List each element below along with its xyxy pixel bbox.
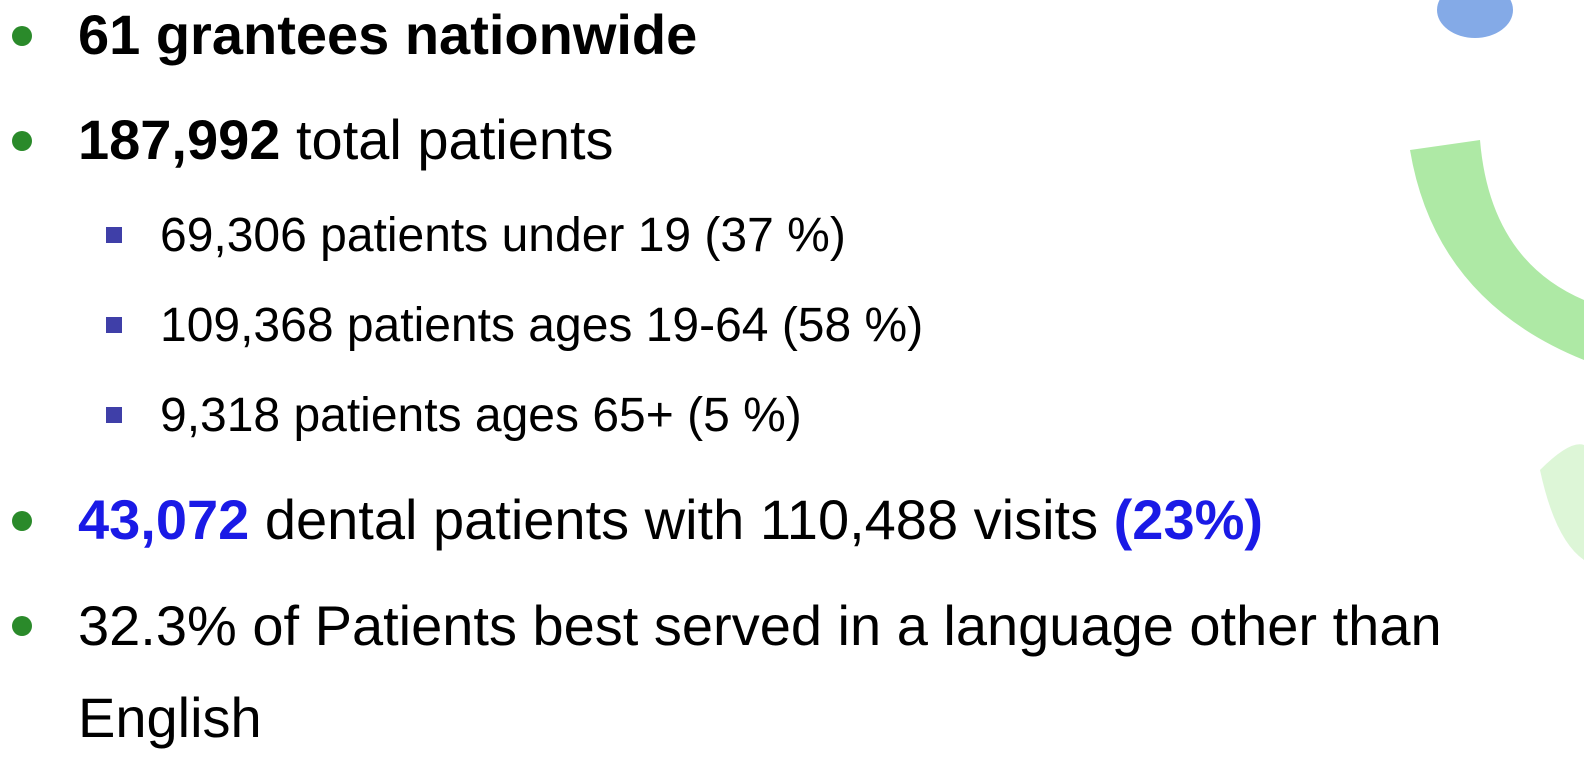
- text: dental patients with 110,488 visits: [265, 488, 1098, 551]
- bullet: [12, 511, 32, 531]
- sub-item: 69,306 patients under 19 (37 %): [160, 208, 846, 264]
- item: 32.3% of Patients best served in a langu…: [78, 580, 1558, 764]
- bold-text: 61 grantees nationwide: [78, 3, 697, 66]
- sub-item: 9,318 patients ages 65+ (5 %): [160, 388, 802, 444]
- sub-item: 109,368 patients ages 19-64 (58 %): [160, 298, 923, 354]
- sub-bullet: [106, 407, 122, 423]
- item: 187,992 total patients: [78, 108, 614, 172]
- green-arc: [1410, 140, 1584, 360]
- blue-blob: [1437, 0, 1513, 38]
- sub-bullet: [106, 317, 122, 333]
- bold-text: 187,992: [78, 108, 280, 171]
- highlight: 43,072: [78, 488, 249, 551]
- item: 43,072 dental patients with 110,488 visi…: [78, 488, 1263, 552]
- highlight: (23%): [1114, 488, 1263, 551]
- text: total patients: [296, 108, 614, 171]
- item: 61 grantees nationwide: [78, 3, 697, 67]
- bullet: [12, 131, 32, 151]
- slide: 61 grantees nationwide 187,992 total pat…: [0, 0, 1584, 757]
- bullet: [12, 616, 32, 636]
- light-green-shape: [1540, 444, 1584, 560]
- bullet: [12, 26, 32, 46]
- sub-bullet: [106, 227, 122, 243]
